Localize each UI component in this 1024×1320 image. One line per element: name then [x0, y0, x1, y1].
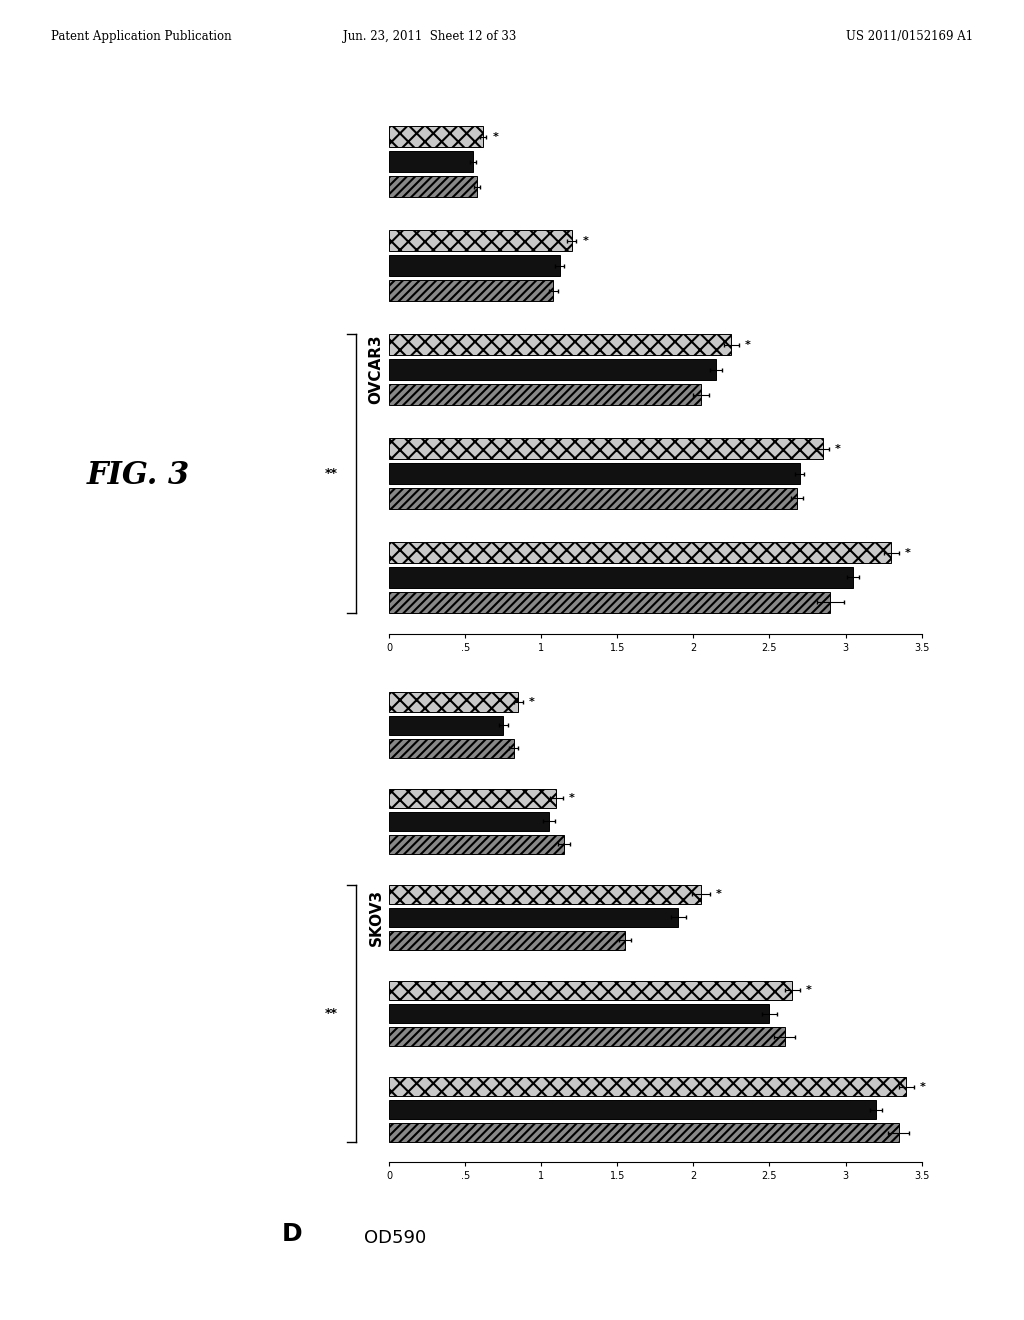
Bar — [389, 359, 716, 380]
Bar — [389, 334, 731, 355]
Text: *: * — [583, 236, 588, 246]
Text: OD590: OD590 — [364, 1229, 426, 1247]
Text: US 2011/0152169 A1: US 2011/0152169 A1 — [846, 30, 973, 44]
Text: *: * — [835, 444, 841, 454]
Bar — [389, 593, 830, 612]
Bar — [389, 908, 678, 927]
Bar — [389, 543, 891, 562]
Bar — [389, 693, 518, 711]
Bar — [389, 488, 797, 510]
Bar — [389, 255, 559, 276]
Bar — [389, 931, 625, 950]
Text: Jun. 23, 2011  Sheet 12 of 33: Jun. 23, 2011 Sheet 12 of 33 — [343, 30, 517, 44]
Text: *: * — [568, 793, 574, 803]
Text: *: * — [745, 339, 751, 350]
Bar — [389, 715, 503, 735]
Text: *: * — [806, 986, 812, 995]
Bar — [389, 788, 556, 808]
Y-axis label: OVCAR3: OVCAR3 — [369, 335, 384, 404]
Bar — [389, 230, 571, 251]
Text: Patent Application Publication: Patent Application Publication — [51, 30, 231, 44]
Bar — [389, 1077, 906, 1096]
Bar — [389, 463, 800, 484]
Text: *: * — [529, 697, 535, 708]
Text: D: D — [282, 1222, 302, 1246]
Bar — [389, 438, 822, 459]
Text: FIG. 3: FIG. 3 — [87, 459, 190, 491]
Bar — [389, 1027, 784, 1047]
Bar — [389, 127, 483, 147]
Bar — [389, 568, 853, 587]
Y-axis label: SKOV3: SKOV3 — [369, 888, 384, 946]
Bar — [389, 981, 793, 1001]
Bar — [389, 812, 549, 830]
Bar — [389, 884, 701, 904]
Text: *: * — [493, 132, 499, 141]
Bar — [389, 1123, 899, 1142]
Text: *: * — [905, 548, 910, 557]
Text: **: ** — [325, 467, 337, 480]
Bar — [389, 280, 553, 301]
Bar — [389, 1100, 876, 1119]
Bar — [389, 177, 477, 197]
Bar — [389, 739, 514, 758]
Text: *: * — [921, 1081, 926, 1092]
Text: **: ** — [325, 1007, 337, 1020]
Bar — [389, 384, 701, 405]
Bar — [389, 152, 473, 172]
Bar — [389, 834, 564, 854]
Text: *: * — [716, 890, 722, 899]
Bar — [389, 1005, 769, 1023]
